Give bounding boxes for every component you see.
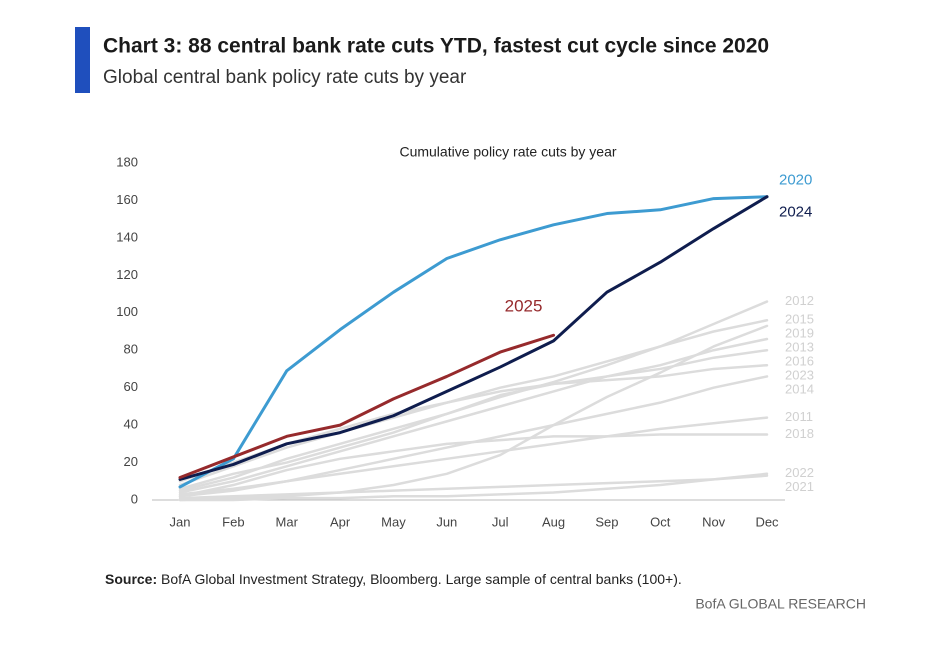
title-bar (75, 27, 90, 93)
y-tick-label: 160 (116, 192, 138, 207)
x-tick-label: Dec (755, 514, 779, 529)
x-tick-label: Aug (542, 514, 565, 529)
x-tick-label: Feb (222, 514, 244, 529)
series-label: 2012 (785, 293, 814, 308)
source: Source: BofA Global Investment Strategy,… (105, 571, 682, 587)
series-line (178, 472, 769, 502)
x-tick-label: Sep (595, 514, 618, 529)
series-line (178, 348, 769, 491)
x-tick-label: May (381, 514, 406, 529)
x-tick-label: Apr (330, 514, 351, 529)
y-tick-label: 20 (124, 454, 138, 469)
x-tick-label: Jul (492, 514, 509, 529)
series-label: 2016 (785, 354, 814, 369)
series-label: 2025 (505, 297, 543, 316)
series-label: 2023 (785, 368, 814, 383)
x-tick-label: Jan (170, 514, 191, 529)
series-line (178, 333, 556, 480)
series-line (178, 195, 769, 489)
brand: BofA GLOBAL RESEARCH (695, 596, 866, 612)
y-tick-label: 40 (124, 417, 138, 432)
series-label: 2020 (779, 172, 812, 189)
series-label: 2022 (785, 465, 814, 480)
x-tick-label: Mar (276, 514, 299, 529)
x-tick-label: Jun (436, 514, 457, 529)
series-line (178, 195, 769, 481)
x-tick-label: Nov (702, 514, 726, 529)
y-tick-label: 140 (116, 229, 138, 244)
series-label: 2015 (785, 312, 814, 327)
subtitle: Global central bank policy rate cuts by … (103, 67, 467, 88)
series-line (178, 474, 769, 500)
x-tick-label: Oct (650, 514, 671, 529)
series-label: 2024 (779, 204, 812, 221)
series-label: 2014 (785, 382, 814, 397)
y-tick-label: 120 (116, 267, 138, 282)
series-label: 2021 (785, 479, 814, 494)
series-line (178, 416, 769, 496)
y-tick-label: 0 (131, 491, 138, 506)
y-tick-label: 80 (124, 342, 138, 357)
series-line (178, 433, 769, 498)
title: Chart 3: 88 central bank rate cuts YTD, … (103, 35, 769, 58)
series-label: 2013 (785, 340, 814, 355)
series-line (178, 337, 769, 494)
y-tick-label: 60 (124, 379, 138, 394)
source-text: BofA Global Investment Strategy, Bloombe… (157, 571, 682, 587)
series-label: 2019 (785, 326, 814, 341)
y-tick-label: 100 (116, 304, 138, 319)
chart-title: Cumulative policy rate cuts by year (399, 144, 616, 160)
y-tick-label: 180 (116, 154, 138, 169)
source-label: Source: (105, 571, 157, 587)
series-label: 2018 (785, 426, 814, 441)
series-line (178, 319, 769, 487)
series-label: 2011 (785, 409, 813, 424)
